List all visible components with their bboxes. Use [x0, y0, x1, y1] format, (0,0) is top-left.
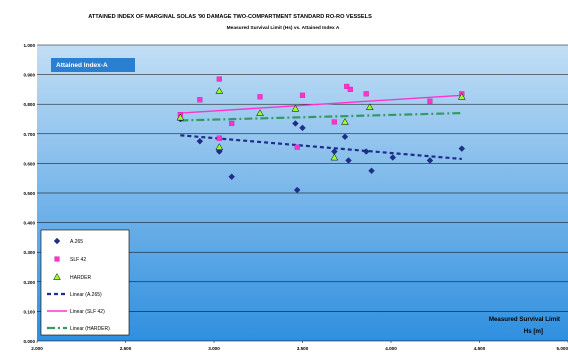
x-axis-label-line2: Hs [m]: [524, 328, 543, 335]
x-tick-label: 2.500: [120, 346, 132, 351]
y-tick-label: 0.300: [24, 250, 36, 255]
y-tick-label: 0.400: [24, 221, 36, 226]
y-tick-label: 1.000: [24, 43, 36, 48]
y-tick-label: 0.000: [24, 339, 36, 344]
legend: A.265 SLF 42 HARDER Linear (A.265) Linear (S…: [40, 229, 130, 336]
y-tick-label: 0.600: [24, 161, 36, 166]
data-point: [257, 94, 263, 100]
y-tick-label: 0.200: [24, 280, 36, 285]
data-point: [330, 153, 339, 161]
legend-marker: [53, 237, 61, 245]
legend-label: Linear (A.265): [70, 292, 102, 298]
data-point: [216, 135, 222, 141]
data-point: [365, 103, 374, 111]
x-tick-label: 5.000: [557, 346, 568, 351]
trendline: [180, 94, 462, 114]
data-point: [368, 167, 375, 175]
y-tick-label: 0.900: [24, 73, 36, 78]
legend-label: SLF 42: [70, 257, 86, 263]
x-tick-label: 3.000: [208, 346, 220, 351]
data-point: [341, 118, 349, 125]
legend-label: HARDER: [70, 275, 92, 281]
y-axis-ticks: 0.000 0.100 0.200 0.300 0.400 0.500 0.600 0.700…: [24, 43, 36, 344]
data-point: [341, 133, 349, 140]
data-point: [197, 97, 203, 103]
data-point: [176, 113, 185, 121]
trendline: [180, 134, 462, 161]
x-tick-label: 3.500: [297, 346, 309, 351]
inner-label: Attained Index-A: [56, 62, 108, 69]
data-point: [345, 157, 352, 164]
data-point: [426, 157, 434, 164]
x-tick-label: 4.000: [385, 346, 397, 351]
x-axis-label-line1: Measured Survival Limit: [489, 316, 560, 323]
legend-marker: [53, 273, 61, 280]
data-point: [427, 98, 433, 104]
data-point: [256, 109, 264, 116]
data-point: [299, 92, 306, 98]
x-tick-label: 2.000: [31, 346, 43, 351]
data-point: [216, 76, 222, 82]
data-point: [291, 104, 300, 112]
data-point: [196, 137, 204, 145]
data-point: [215, 86, 224, 94]
data-point: [299, 124, 306, 132]
y-tick-label: 0.800: [24, 102, 36, 107]
legend-marker: [54, 256, 60, 262]
x-axis-ticks: 2.000 2.500 3.000 3.500 4.000 4.500 5.000: [31, 341, 568, 351]
y-tick-label: 0.500: [24, 191, 36, 196]
data-point: [347, 86, 353, 92]
data-point: [292, 120, 299, 127]
data-point: [215, 143, 224, 150]
data-point: [294, 144, 300, 150]
data-point: [363, 148, 370, 155]
data-point: [293, 186, 301, 194]
legend-label: A.265: [70, 239, 83, 245]
legend-label: Linear (SLF 42): [70, 309, 105, 315]
data-point: [344, 83, 350, 89]
data-point: [228, 173, 235, 180]
data-point: [457, 92, 466, 100]
y-tick-label: 0.700: [24, 132, 36, 137]
legend-box: [40, 229, 130, 336]
trendlines: [180, 94, 462, 161]
data-point: [229, 120, 235, 126]
trendline: [180, 111, 462, 122]
data-point: [363, 91, 369, 97]
inner-label-box: [51, 58, 135, 72]
data-points: [176, 76, 466, 194]
legend-label: Linear (HARDER): [70, 326, 110, 332]
x-tick-label: 4.500: [474, 346, 486, 351]
data-point: [458, 145, 466, 152]
data-point: [389, 154, 396, 161]
chart-title: ATTAINED INDEX OF MARGINAL SOLAS '90 DAM…: [88, 14, 372, 20]
chart-subtitle: Measured Survival Limit (Hs) vs. Attaine…: [227, 25, 340, 31]
data-point: [331, 119, 337, 125]
y-tick-label: 0.100: [24, 309, 36, 314]
